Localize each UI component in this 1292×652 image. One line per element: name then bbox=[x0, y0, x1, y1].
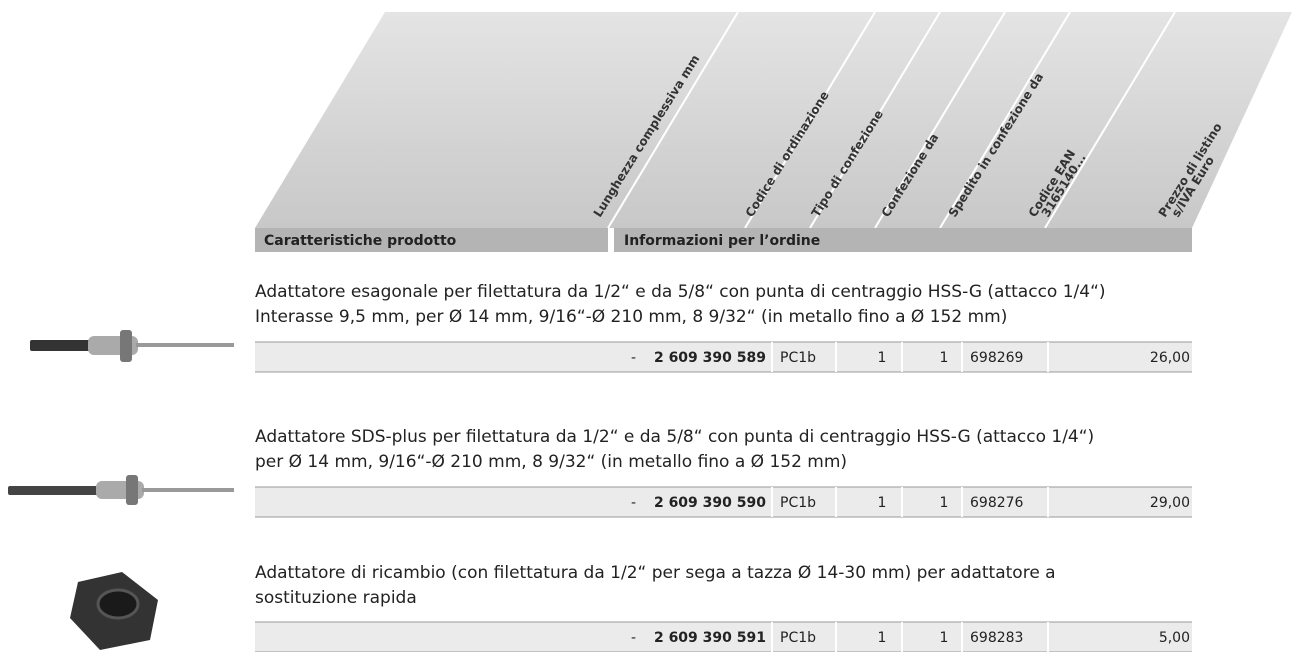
order-row bbox=[255, 342, 1192, 372]
order-cell: PC1b bbox=[780, 495, 816, 511]
order-cell: 698269 bbox=[970, 350, 1023, 366]
order-cell: PC1b bbox=[780, 350, 816, 366]
order-cell: 2 609 390 589 bbox=[654, 350, 766, 366]
order-cell: 29,00 bbox=[1150, 495, 1190, 511]
order-cell: - bbox=[631, 350, 636, 366]
product-description: sostituzione rapida bbox=[255, 588, 417, 608]
order-cell: 2 609 390 591 bbox=[654, 630, 766, 646]
section-bar bbox=[614, 228, 1192, 252]
order-cell: - bbox=[631, 495, 636, 511]
order-cell: 1 bbox=[940, 630, 949, 646]
order-row bbox=[255, 622, 1192, 652]
order-cell: 1 bbox=[940, 495, 949, 511]
product-description: Adattatore di ricambio (con filettatura … bbox=[255, 563, 1056, 583]
product-image bbox=[30, 330, 234, 362]
section-bar bbox=[255, 228, 608, 252]
order-cell: 5,00 bbox=[1159, 630, 1190, 646]
header-dividers bbox=[607, 11, 1176, 229]
order-cell: 698276 bbox=[970, 495, 1024, 511]
order-cell: 2 609 390 590 bbox=[654, 495, 766, 511]
order-cell: 1 bbox=[940, 350, 949, 366]
header-band bbox=[255, 12, 1292, 228]
order-cell: 698283 bbox=[970, 630, 1023, 646]
product-image bbox=[70, 572, 158, 650]
order-cell: PC1b bbox=[780, 630, 816, 646]
section-label: Caratteristiche prodotto bbox=[264, 233, 457, 249]
order-cell: - bbox=[631, 630, 636, 646]
product-image bbox=[8, 475, 234, 505]
order-cell: 1 bbox=[878, 630, 887, 646]
order-cell: 26,00 bbox=[1150, 350, 1190, 366]
order-cell: 1 bbox=[878, 495, 887, 511]
product-description: Interasse 9,5 mm, per Ø 14 mm, 9/16“-Ø 2… bbox=[255, 307, 1007, 327]
order-cell: 1 bbox=[878, 350, 887, 366]
section-label: Informazioni per l’ordine bbox=[624, 233, 820, 249]
product-description: Adattatore esagonale per filettatura da … bbox=[255, 282, 1106, 302]
order-row bbox=[255, 487, 1192, 517]
product-description: Adattatore SDS-plus per filettatura da 1… bbox=[255, 427, 1094, 447]
product-description: per Ø 14 mm, 9/16“-Ø 210 mm, 8 9/32“ (in… bbox=[255, 452, 847, 472]
